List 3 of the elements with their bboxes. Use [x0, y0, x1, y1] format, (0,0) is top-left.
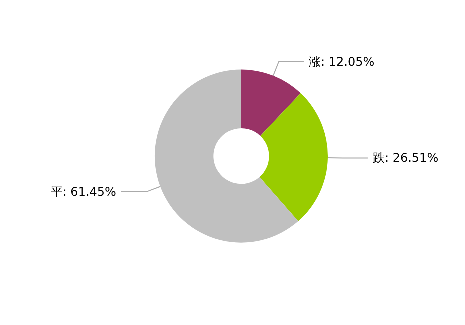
slice-label: 跌: 26.51% — [372, 151, 439, 166]
slice-label: 涨: 12.05% — [308, 54, 375, 69]
slice-label: 平: 61.45% — [50, 185, 116, 200]
